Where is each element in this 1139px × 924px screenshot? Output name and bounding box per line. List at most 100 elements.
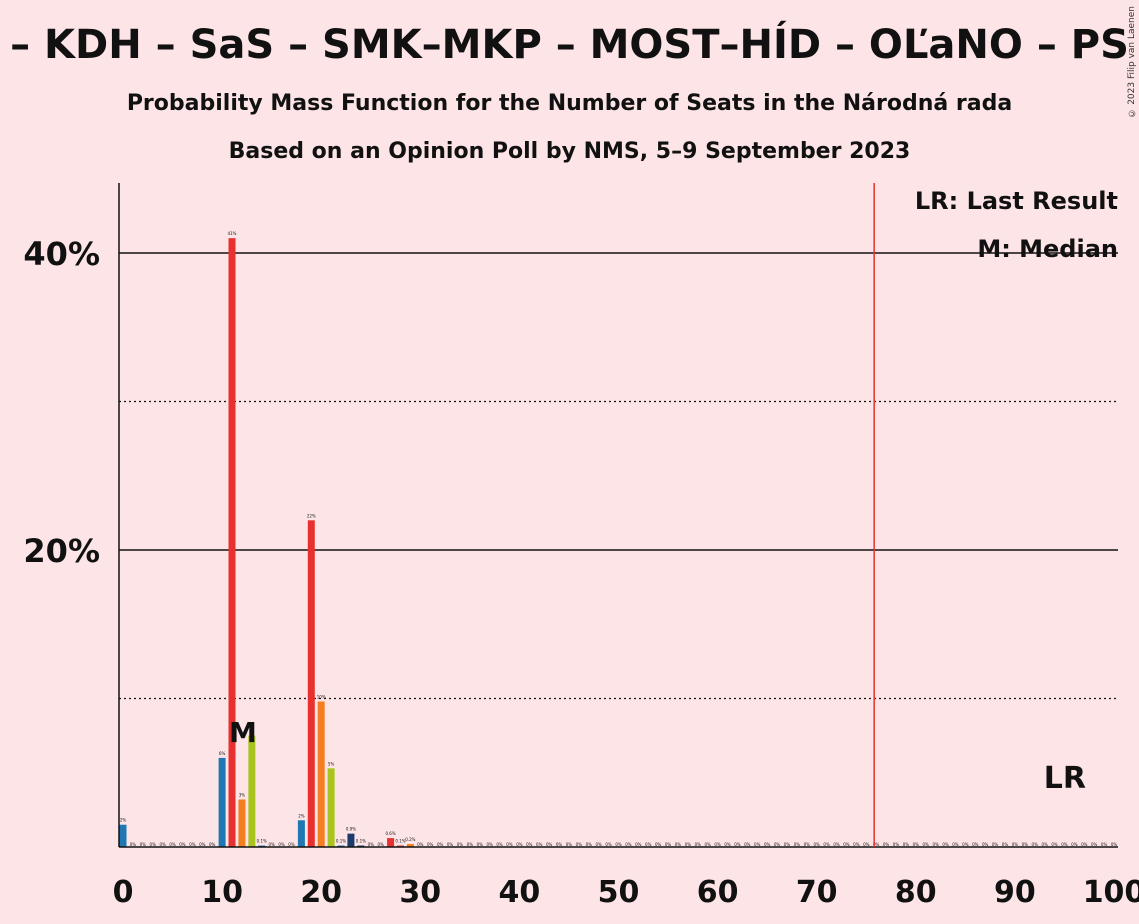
x-tick-label: 0	[113, 875, 134, 910]
bar	[119, 824, 127, 847]
last-result-marker: LR	[1044, 761, 1086, 796]
bar-zero-label: 0%	[189, 842, 196, 847]
bar-zero-label: 0%	[506, 842, 513, 847]
bar-value-label: 0.1%	[395, 839, 405, 844]
y-tick-label: 40%	[23, 235, 100, 273]
bar-zero-label: 0%	[863, 842, 870, 847]
x-tick-label: 20	[300, 875, 342, 910]
x-tick-label: 10	[201, 875, 243, 910]
bar-zero-label: 0%	[1061, 842, 1068, 847]
bar-zero-label: 0%	[972, 842, 979, 847]
bar-zero-label: 0%	[853, 842, 860, 847]
bar-zero-label: 0%	[615, 842, 622, 847]
bar-zero-label: 0%	[130, 842, 137, 847]
bar-zero-label: 0%	[962, 842, 969, 847]
bar-zero-label: 0%	[447, 842, 454, 847]
bar-zero-label: 0%	[823, 842, 830, 847]
bar-zero-label: 0%	[1041, 842, 1048, 847]
bar-value-label: 0.1%	[336, 839, 346, 844]
bar-zero-label: 0%	[724, 842, 731, 847]
x-tick-label: 30	[399, 875, 441, 910]
bar	[218, 757, 226, 847]
chart-title: – KDH – SaS – SMK–MKP – MOST–HÍD – OĽaNO…	[10, 22, 1129, 68]
x-tick-label: 40	[499, 875, 541, 910]
gridlines	[119, 252, 1118, 700]
bar-zero-label: 0%	[655, 842, 662, 847]
bar-zero-label: 0%	[695, 842, 702, 847]
bar-zero-label: 0%	[368, 842, 375, 847]
bar-series: 2%6%41%3%0.1%2%22%10%5%0.1%0.9%0.1%0.6%0…	[119, 231, 416, 847]
x-tick-label: 50	[598, 875, 640, 910]
bar	[248, 735, 256, 847]
bar-zero-label: 0%	[159, 842, 166, 847]
chart-subtitle-poll: Based on an Opinion Poll by NMS, 5–9 Sep…	[228, 139, 911, 164]
bar-zero-label: 0%	[486, 842, 493, 847]
bar-zero-label: 0%	[734, 842, 741, 847]
bar-value-label: 2%	[298, 813, 305, 818]
bar-zero-label: 0%	[150, 842, 157, 847]
bar-value-label: 0.2%	[405, 837, 415, 842]
x-axis-ticks: 0 10 20 30 40 50 60 70 80 90 100	[113, 875, 1139, 910]
bar-zero-label: 0%	[754, 842, 761, 847]
bar-value-label: 10%	[317, 694, 326, 699]
bar-zero-label: 0%	[675, 842, 682, 847]
bar-zero-label: 0%	[467, 842, 474, 847]
bar	[317, 701, 325, 847]
bar-zero-label: 0%	[377, 842, 384, 847]
bar-zero-label: 0%	[913, 842, 920, 847]
bar-zero-label: 0%	[437, 842, 444, 847]
x-tick-label: 70	[796, 875, 838, 910]
bar-zero-label: 0%	[992, 842, 999, 847]
bar	[327, 768, 335, 847]
bar	[228, 238, 236, 847]
bar-zero-label: 0%	[714, 842, 721, 847]
bar-value-label: 0.1%	[356, 839, 366, 844]
bar-zero-label: 0%	[199, 842, 206, 847]
x-tick-label: 60	[697, 875, 739, 910]
bar-zero-label: 0%	[843, 842, 850, 847]
bar-zero-label: 0%	[665, 842, 672, 847]
bar-zero-label: 0%	[427, 842, 434, 847]
bar-value-label: 0.6%	[385, 831, 395, 836]
bar-zero-label: 0%	[982, 842, 989, 847]
bar-zero-label: 0%	[278, 842, 285, 847]
bar-zero-label: 0%	[893, 842, 900, 847]
bar-zero-label: 0%	[1091, 842, 1098, 847]
bar-zero-label: 0%	[764, 842, 771, 847]
bar-zero-label: 0%	[179, 842, 186, 847]
bar-zero-label: 0%	[784, 842, 791, 847]
bar-zero-label: 0%	[774, 842, 781, 847]
bar-zero-label: 0%	[516, 842, 523, 847]
y-tick-label: 20%	[23, 532, 100, 570]
bar-zero-label: 0%	[169, 842, 176, 847]
bar-value-label: 2%	[120, 818, 127, 823]
bar-value-label: 41%	[228, 231, 237, 236]
bar-value-label: 5%	[328, 761, 335, 766]
bar-value-label: 22%	[307, 513, 316, 518]
bar-zero-label: 0%	[288, 842, 295, 847]
bar-zero-label: 0%	[1022, 842, 1029, 847]
bar-zero-label: 0%	[526, 842, 533, 847]
bar-value-label: 0.1%	[257, 839, 267, 844]
bar-zero-label: 0%	[942, 842, 949, 847]
bar-zero-label: 0%	[457, 842, 464, 847]
bar-zero-label: 0%	[705, 842, 712, 847]
bar	[297, 820, 305, 847]
bar-zero-label: 0%	[645, 842, 652, 847]
bar-zero-label: 0%	[496, 842, 503, 847]
x-tick-label: 80	[895, 875, 937, 910]
y-axis-ticks: 20% 40%	[23, 235, 100, 570]
bar	[307, 520, 315, 847]
bar-zero-label: 0%	[140, 842, 147, 847]
x-tick-label: 100	[1083, 875, 1139, 910]
bar	[347, 833, 355, 847]
bar-zero-label: 0%	[536, 842, 543, 847]
bar-value-label: 3%	[239, 792, 246, 797]
bar	[406, 844, 414, 847]
bar-zero-label: 0%	[814, 842, 821, 847]
bar-zero-label: 0%	[952, 842, 959, 847]
bar-zero-label: 0%	[546, 842, 553, 847]
bar-zero-label: 0%	[635, 842, 642, 847]
bar-zero-label: 0%	[932, 842, 939, 847]
